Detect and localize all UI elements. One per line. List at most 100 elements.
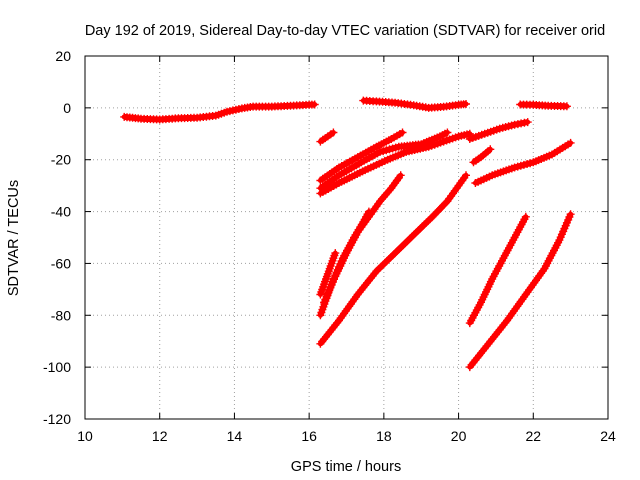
x-tick-label: 20 [451,428,467,444]
data-point [336,318,342,323]
data-point [288,103,293,109]
y-tick-label: 20 [55,48,71,64]
x-tick-label: 16 [301,428,317,444]
data-point [325,133,331,139]
data-point [456,133,462,139]
data-point [467,131,473,137]
data-point [456,102,462,108]
data-point [373,144,379,150]
x-tick-label: 24 [600,428,616,444]
data-series [516,100,571,111]
data-point [336,172,342,178]
data-point [269,104,275,110]
data-point [377,198,383,204]
data-point [530,102,536,108]
data-point [500,255,506,261]
data-point [358,159,364,165]
data-point [512,122,518,128]
data-point [411,232,417,238]
x-tick-label: 22 [525,428,541,444]
data-point [317,312,323,318]
data-point [467,320,473,326]
data-point [360,98,366,104]
data-point [463,172,469,178]
data-point [373,268,379,274]
data-point [486,341,491,347]
data-point [157,117,163,122]
data-point [344,250,349,256]
data-point [355,229,361,235]
data-point [138,116,144,122]
y-tick-label: -80 [51,307,71,323]
plot-frame [84,55,609,420]
y-tick-label: -20 [51,152,71,168]
data-point [317,292,323,297]
data-series [316,128,407,185]
data-series [465,212,530,328]
data-point [327,266,333,272]
plot-area [120,96,575,372]
data-point [568,140,574,146]
y-tick-label: 0 [63,100,71,116]
data-point [317,178,323,183]
data-point [355,154,361,160]
data-point [388,136,394,142]
y-tick-label: -120 [43,411,71,427]
data-point [392,250,398,256]
data-point [426,105,432,111]
data-series [465,210,575,372]
data-point [250,104,256,110]
data-point [385,157,391,163]
data-point [542,266,547,272]
data-point [441,104,447,110]
data-point [478,154,484,160]
data-point [444,198,450,204]
data-point [444,130,450,135]
data-point [568,211,574,217]
data-series [316,128,338,146]
data-series [316,129,474,198]
data-series [320,171,405,307]
y-axis-label: SDTVAR / TECUs [6,180,22,296]
data-point [426,144,432,150]
data-point [377,149,383,155]
data-series [469,145,495,167]
data-point [392,100,398,106]
data-series [465,118,532,143]
data-point [429,214,435,220]
data-point [556,237,562,243]
data-point [336,180,342,186]
data-point [194,115,200,121]
data-series [471,138,575,187]
data-point [121,114,127,120]
data-point [224,109,230,115]
y-tick-label: -100 [43,359,71,375]
x-tick-label: 10 [77,428,93,444]
data-point [517,102,523,107]
data-point [512,165,518,170]
data-point [463,101,469,107]
data-point [398,172,404,178]
data-point [312,102,318,107]
data-point [437,133,443,139]
data-point [403,149,409,155]
x-tick-label: 14 [227,428,243,444]
data-point [441,139,447,145]
data-point [373,98,379,104]
data-point [478,299,484,305]
data-series [316,249,340,299]
data-point [317,341,323,347]
data-point [239,105,245,111]
data-point [332,250,338,256]
data-point [467,364,473,370]
axes: 10 12 14 16 18 20 22 24 20 0 -20 -40 -60 -80 -100 -120 [43,48,616,444]
chart-title: Day 192 of 2019, Sidereal Day-to-day VTE… [85,23,605,39]
data-series [120,100,319,124]
data-point [525,119,531,125]
data-point [504,318,510,323]
data-series [316,171,470,348]
data-point [321,281,327,287]
data-point [362,167,368,173]
data-point [317,139,323,145]
